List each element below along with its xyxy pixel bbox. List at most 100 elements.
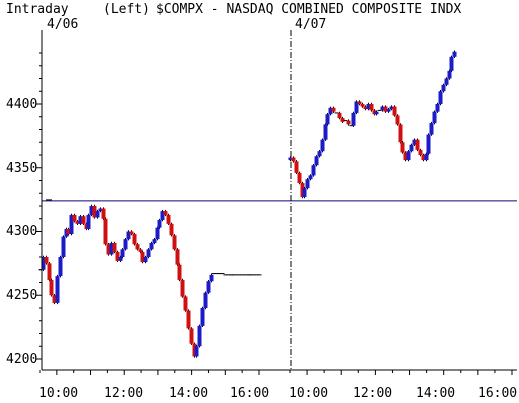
- interval-label: Intraday: [6, 2, 69, 17]
- candle-up: [149, 242, 154, 250]
- candle-up: [120, 249, 125, 257]
- scale-side-label: (Left): [103, 2, 150, 17]
- candle-down: [75, 221, 80, 224]
- candle-up: [406, 151, 411, 161]
- candle-down: [103, 218, 108, 245]
- candle-down: [92, 206, 97, 218]
- candle-down: [49, 279, 54, 296]
- candle-up: [69, 214, 74, 235]
- candle-up: [374, 111, 379, 115]
- candle-up: [432, 111, 437, 124]
- candle-up: [302, 188, 307, 198]
- candle-down: [360, 104, 365, 107]
- candle-down: [44, 257, 49, 264]
- candle-up: [323, 124, 328, 140]
- candle-down: [186, 310, 191, 329]
- candle-down: [166, 214, 171, 224]
- x-tick-label: 16:00: [478, 386, 517, 401]
- day-label-2: 4/07: [295, 17, 326, 32]
- candle-down: [138, 249, 143, 252]
- candle-up: [146, 249, 151, 257]
- candle-down: [129, 231, 134, 235]
- candle-down: [395, 115, 400, 125]
- candle-up: [288, 157, 293, 161]
- candle-down: [383, 106, 388, 112]
- y-tick-label: 4400: [6, 97, 37, 112]
- candle-up: [157, 220, 162, 228]
- candle-up: [206, 281, 211, 293]
- y-tick-label: 4250: [6, 288, 37, 303]
- candle-up: [380, 106, 385, 111]
- candle-up: [354, 101, 359, 113]
- candle-up: [409, 144, 414, 152]
- candle-up: [98, 208, 103, 212]
- candle-down: [415, 139, 420, 150]
- candle-up: [325, 114, 330, 125]
- candle-up: [78, 216, 83, 224]
- candle-up: [152, 239, 157, 243]
- x-axis-labels: 10:00 12:00 14:00 16:00 10:00 12:00 14:0…: [39, 386, 517, 401]
- candle-up: [449, 56, 454, 71]
- candle-down: [363, 106, 368, 110]
- candle-down: [172, 235, 177, 250]
- candle-down: [106, 244, 111, 255]
- candle-up: [58, 257, 63, 277]
- candle-up: [320, 139, 325, 152]
- candle-down: [331, 107, 336, 112]
- candle-up: [197, 325, 202, 347]
- candle-down: [175, 249, 180, 265]
- candle-up: [194, 346, 199, 357]
- candle-down: [294, 161, 299, 173]
- candle-down: [180, 279, 185, 297]
- candle-up: [389, 106, 394, 110]
- y-tick-label: 4200: [6, 352, 37, 367]
- candle-down: [47, 263, 52, 280]
- candle-down: [369, 104, 374, 111]
- candle-up: [126, 231, 131, 240]
- candle-down: [337, 112, 342, 119]
- candle-down: [400, 142, 405, 153]
- candle-up: [109, 242, 114, 255]
- x-tick-label: 14:00: [169, 386, 208, 401]
- x-tick-label: 12:00: [353, 386, 392, 401]
- candle-up: [308, 175, 313, 180]
- candle-down: [81, 216, 86, 224]
- candle-up: [311, 165, 316, 176]
- candle-up: [424, 153, 429, 161]
- candle-up: [441, 84, 446, 92]
- candle-down: [140, 251, 145, 263]
- candle-down: [169, 223, 174, 236]
- candle-up: [61, 236, 66, 257]
- candle-down: [163, 211, 168, 215]
- candle-down: [357, 101, 362, 104]
- x-tick-label: 14:00: [416, 386, 455, 401]
- candle-up: [452, 51, 457, 57]
- candle-up: [435, 104, 440, 112]
- candle-down: [297, 172, 302, 184]
- x-tick-label: 12:00: [104, 386, 143, 401]
- candle-down: [115, 251, 120, 261]
- candle-down: [183, 296, 188, 311]
- candle-down: [112, 242, 117, 252]
- y-tick-label: 4300: [6, 224, 37, 239]
- candle-up: [328, 107, 333, 115]
- candle-up: [55, 276, 60, 303]
- candle-down: [52, 295, 57, 303]
- candle-down: [346, 120, 351, 125]
- candle-down: [403, 152, 408, 161]
- candle-up: [305, 179, 310, 189]
- candle-up: [438, 91, 443, 104]
- candle-down: [421, 155, 426, 161]
- candle-up: [412, 139, 417, 145]
- candle-up: [123, 239, 128, 250]
- candle-down: [392, 106, 397, 116]
- candle-up: [447, 70, 452, 79]
- candle-up: [209, 274, 214, 282]
- candle-up: [95, 211, 100, 218]
- y-axis-labels: 4200 4250 4300 4350 4400: [6, 97, 37, 367]
- candle-up: [41, 257, 46, 270]
- candle-down: [135, 244, 140, 250]
- x-axis-ticks: [39, 370, 513, 375]
- x-tick-label: 10:00: [289, 386, 328, 401]
